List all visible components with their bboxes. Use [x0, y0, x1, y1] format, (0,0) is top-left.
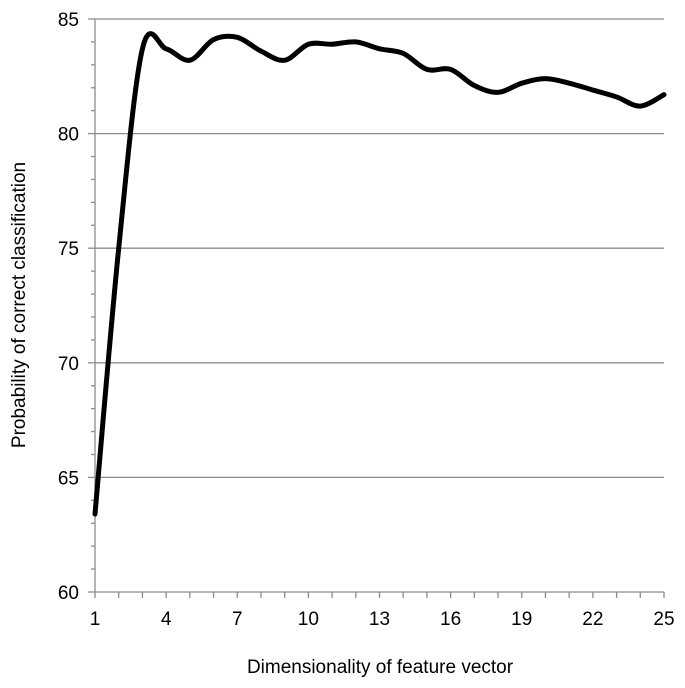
y-tick-label: 85	[58, 10, 79, 31]
x-tick-labels: 1 4 7 10 13 16 19 22 25	[90, 609, 675, 630]
axes	[88, 18, 665, 598]
y-tick-label: 60	[58, 583, 79, 604]
x-axis-title: Dimensionality of feature vector	[247, 657, 514, 678]
x-tick-label: 13	[369, 609, 390, 630]
x-tick-label: 10	[298, 609, 319, 630]
y-axis-title: Probability of correct classification	[9, 162, 30, 448]
x-tick-label: 22	[582, 609, 603, 630]
x-tick-label: 7	[232, 609, 243, 630]
y-tick-label: 80	[58, 125, 79, 146]
gridlines	[95, 18, 664, 479]
x-tick-label: 25	[653, 609, 674, 630]
series-line	[92, 31, 667, 517]
y-tick-labels: 60 65 70 75 80 85	[58, 10, 79, 604]
series-layer	[92, 31, 667, 517]
x-tick-label: 19	[511, 609, 532, 630]
x-tick-label: 4	[161, 609, 172, 630]
y-tick-label: 70	[58, 354, 79, 375]
x-tick-label: 1	[90, 609, 101, 630]
y-tick-label: 65	[58, 468, 79, 489]
x-tick-label: 16	[440, 609, 461, 630]
y-tick-label: 75	[58, 239, 79, 260]
